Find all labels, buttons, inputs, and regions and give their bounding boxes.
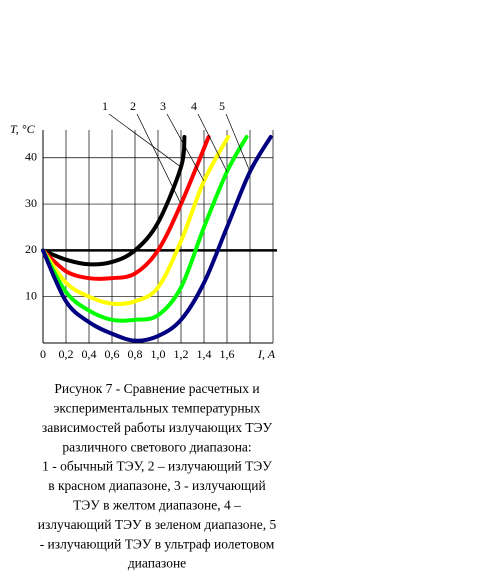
- caption-line: излучающий ТЭУ в зеленом диапазоне, 5: [38, 517, 277, 532]
- legend-label: 3: [160, 99, 166, 113]
- leader-line: [197, 113, 228, 172]
- caption-line: ТЭУ в желтом диапазоне, 4 –: [73, 497, 241, 512]
- series-line: [41, 134, 187, 267]
- legend-label: 5: [219, 99, 225, 113]
- leader-line: [225, 113, 251, 172]
- series-line: [41, 134, 231, 306]
- caption-line: Рисунок 7 - Сравнение расчетных и: [54, 381, 259, 396]
- legend-label: 1: [102, 99, 108, 113]
- x-tick-label: 0,2: [59, 347, 74, 361]
- series-line: [41, 134, 211, 281]
- y-axis-label: T, °C: [10, 122, 36, 136]
- x-tick-label: 0,6: [105, 347, 120, 361]
- x-tick-label: 0: [40, 347, 46, 361]
- series-line: [41, 134, 273, 343]
- x-tick-label: 0,8: [128, 347, 143, 361]
- x-axis-label: I, A: [257, 347, 276, 361]
- y-tick-label: 20: [25, 242, 37, 256]
- x-tick-label: 0,4: [82, 347, 97, 361]
- legend-label: 2: [130, 99, 136, 113]
- y-tick-label: 30: [25, 196, 37, 210]
- caption-line: зависимостей работы излучающих ТЭУ: [42, 420, 273, 435]
- caption-line: 1 - обычный ТЭУ, 2 – излучающий ТЭУ: [42, 459, 272, 474]
- y-tick-label: 10: [25, 288, 37, 302]
- series-line: [41, 134, 249, 323]
- caption-line: диапазоне: [128, 556, 186, 571]
- x-tick-label: 1,6: [220, 347, 235, 361]
- legend-label: 4: [191, 99, 197, 113]
- caption-line: экспериментальных температурных: [54, 400, 261, 415]
- leader-line: [166, 113, 205, 182]
- caption-line: - излучающий ТЭУ в ультраф иолетовом: [40, 536, 275, 551]
- leader-line: [136, 113, 182, 205]
- y-tick-label: 40: [25, 150, 37, 164]
- x-tick-label: 1,0: [151, 347, 166, 361]
- caption-line: в красном диапазоне, 3 - излучающий: [48, 478, 266, 493]
- leader-line: [108, 113, 182, 168]
- caption-line: различного светового диапазона:: [62, 439, 251, 454]
- x-tick-label: 1,2: [174, 347, 189, 361]
- x-tick-label: 1,4: [197, 347, 212, 361]
